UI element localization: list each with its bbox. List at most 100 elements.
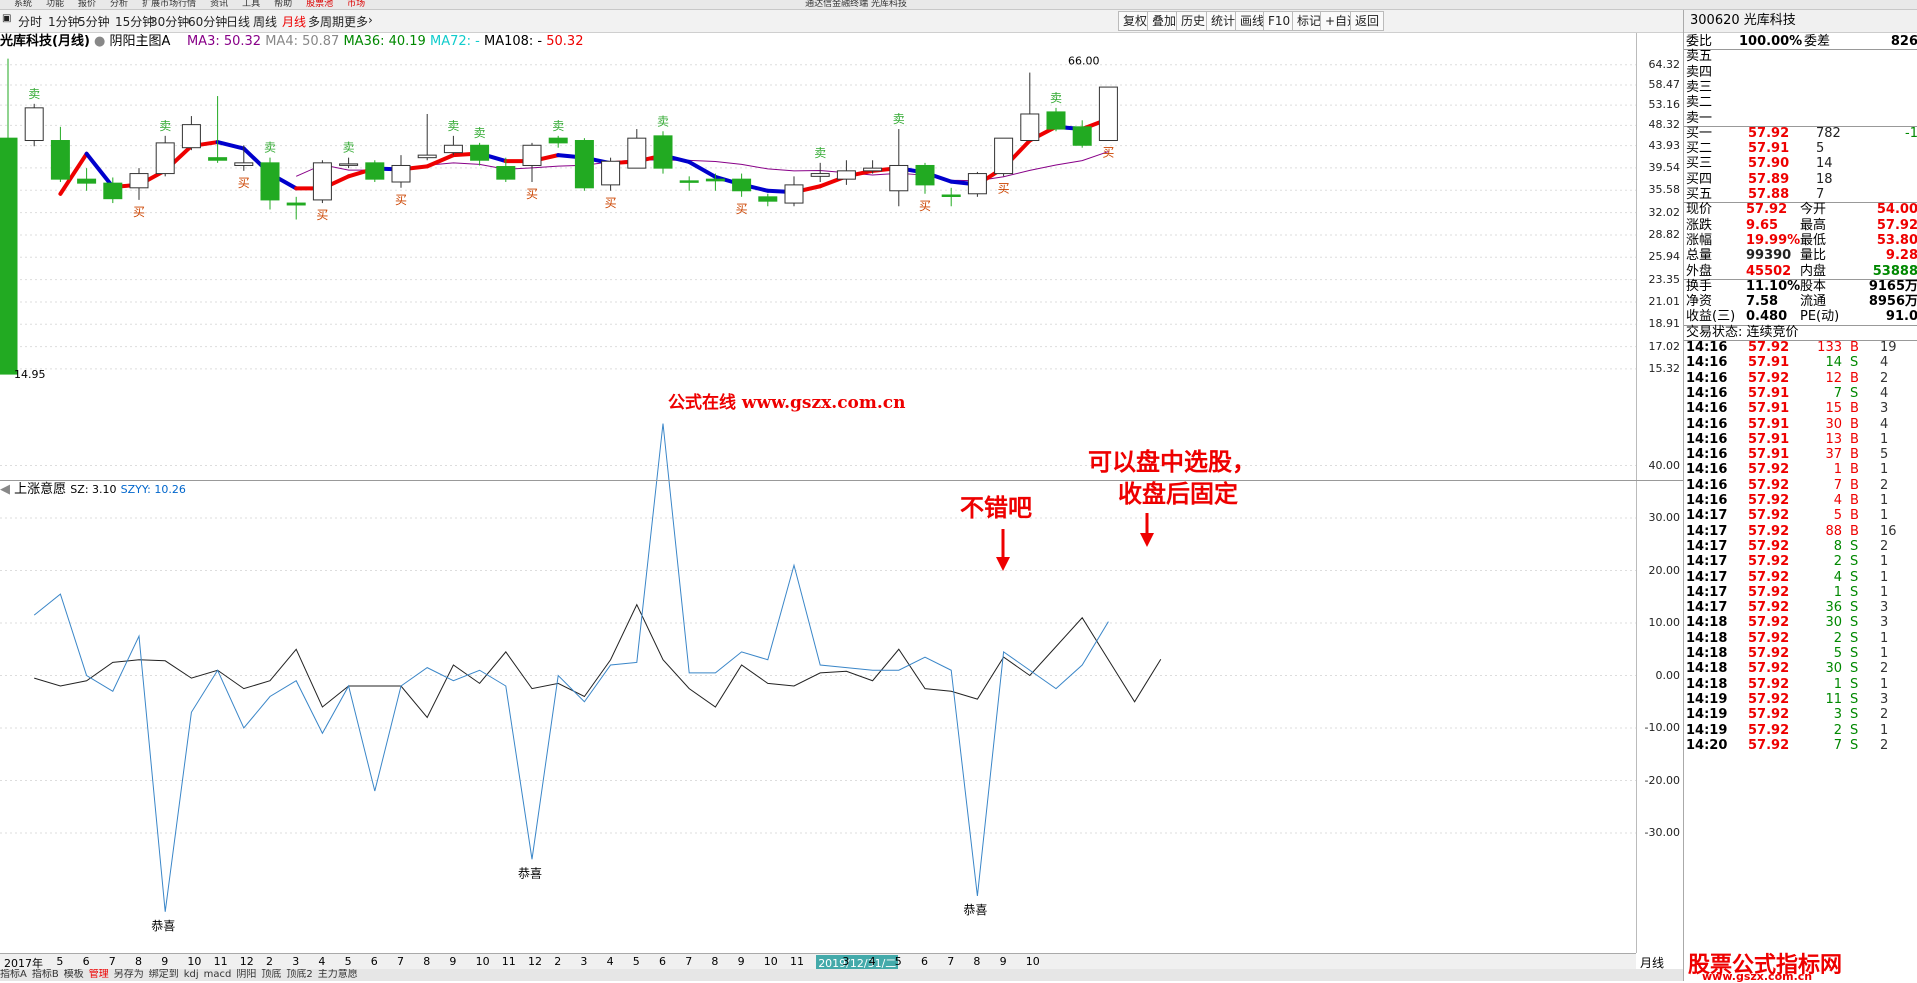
bottom-tab[interactable]: 主力意愿 <box>317 969 358 980</box>
top-menu-item[interactable]: 扩展市场行情 <box>142 0 197 9</box>
candle[interactable] <box>967 171 987 197</box>
period-tab[interactable]: 15分钟 <box>115 15 155 29</box>
good-annotation: 不错吧 <box>960 493 1032 522</box>
candle[interactable] <box>365 160 385 182</box>
price-tick-label: 64.32 <box>1648 57 1681 71</box>
candle[interactable] <box>208 96 228 163</box>
candle[interactable] <box>574 138 594 191</box>
candle[interactable] <box>24 103 44 147</box>
period-tab[interactable]: 5分钟 <box>78 15 110 29</box>
candle[interactable] <box>915 162 935 194</box>
candle[interactable] <box>417 113 437 161</box>
candle[interactable] <box>863 160 883 174</box>
price-chart-plot[interactable]: 买买买买 买买买买买买卖卖卖 卖卖卖卖 卖卖卖卖66.0014.95恭喜恭喜恭喜 <box>0 33 1636 953</box>
candle[interactable] <box>155 135 175 177</box>
chart-action-button[interactable]: F10 <box>1263 11 1296 31</box>
chart-action-button[interactable]: 返回 <box>1350 11 1385 31</box>
sell-level-label: 卖五 <box>1686 49 1713 65</box>
top-menu-item[interactable]: 市场 <box>347 0 366 9</box>
candle[interactable] <box>260 157 280 210</box>
candle[interactable] <box>522 142 542 182</box>
chart-action-button[interactable]: 统计 <box>1206 11 1241 31</box>
bottom-tab[interactable]: 顶底2 <box>286 969 313 980</box>
period-tab[interactable]: 月线 <box>282 15 307 29</box>
candle[interactable] <box>286 196 306 220</box>
candle[interactable] <box>679 176 699 191</box>
candle[interactable] <box>1098 86 1118 142</box>
candle[interactable] <box>705 173 725 191</box>
top-menu-item[interactable]: 报价 <box>78 0 97 9</box>
candle[interactable] <box>758 193 778 207</box>
toolbar-toggle-icon[interactable]: ▣ <box>2 13 12 24</box>
candle[interactable] <box>994 137 1014 177</box>
bottom-tab[interactable]: kdj <box>183 969 199 980</box>
candle[interactable] <box>889 129 909 207</box>
candle[interactable] <box>627 129 647 169</box>
bottom-tab[interactable]: macd <box>203 969 232 980</box>
candle[interactable] <box>470 142 490 166</box>
sub-indicator-name[interactable]: 上涨意愿 <box>14 482 67 497</box>
period-tab[interactable]: 分时 <box>18 15 43 29</box>
period-tab[interactable]: 多周期 <box>308 15 345 29</box>
candle[interactable] <box>601 157 621 191</box>
bottom-tab[interactable]: 管理 <box>88 969 109 980</box>
chart-action-button[interactable]: 叠加 <box>1147 11 1182 31</box>
chevron-right-icon[interactable]: › <box>368 13 373 27</box>
candle[interactable] <box>181 116 201 151</box>
pane-divider[interactable] <box>0 480 1683 481</box>
period-tab[interactable]: 30分钟 <box>150 15 190 29</box>
sub-dot-icon[interactable]: ◀ <box>0 482 15 497</box>
candle[interactable] <box>941 187 961 207</box>
top-menu-item[interactable]: 资讯 <box>210 0 229 9</box>
candle[interactable] <box>77 168 97 191</box>
candle[interactable] <box>312 160 332 204</box>
bottom-tab[interactable]: 阴阳 <box>236 969 257 980</box>
chart-action-button[interactable]: 标记 <box>1292 11 1327 31</box>
candle[interactable] <box>496 157 516 182</box>
candle[interactable] <box>653 131 673 174</box>
candle[interactable] <box>50 126 70 182</box>
candle[interactable] <box>103 177 123 204</box>
candle[interactable] <box>391 155 411 188</box>
candle[interactable] <box>234 145 254 171</box>
bottom-tab[interactable]: 绑定到 <box>148 969 179 980</box>
period-tab[interactable]: 更多 <box>344 15 369 29</box>
chart-action-button[interactable]: 画线 <box>1235 11 1270 31</box>
quote-row: 买一 57.92 782 -1 <box>1684 125 1917 143</box>
bottom-tab[interactable]: 指标A <box>0 969 27 980</box>
top-menu-item[interactable]: 系统 <box>14 0 33 9</box>
candle[interactable] <box>836 160 856 185</box>
indicator-name[interactable]: 阴阳主图A <box>109 34 171 49</box>
bottom-tab[interactable]: 顶底 <box>261 969 282 980</box>
period-tab[interactable]: 周线 <box>253 15 278 29</box>
top-menu-item[interactable]: 分析 <box>110 0 129 9</box>
top-menu-item[interactable]: 帮助 <box>274 0 293 9</box>
tick-volume: 36 <box>1825 600 1842 616</box>
period-label[interactable]: 月线 <box>1640 956 1665 970</box>
period-tab[interactable]: 1分钟 <box>48 15 80 29</box>
candle[interactable] <box>810 162 830 182</box>
candle[interactable] <box>548 135 568 148</box>
sub-tick-label: 20.00 <box>1648 563 1681 577</box>
candle[interactable] <box>784 176 804 207</box>
period-tab[interactable]: 日线 <box>226 15 251 29</box>
candle[interactable] <box>129 168 149 200</box>
bottom-tab[interactable]: 指标B <box>31 969 59 980</box>
candle[interactable] <box>0 58 18 375</box>
top-menu-item[interactable]: 股票池 <box>306 0 334 9</box>
candle[interactable] <box>1072 120 1092 148</box>
candle[interactable] <box>443 135 463 156</box>
period-tab[interactable]: 60分钟 <box>188 15 228 29</box>
indicator-dot-icon[interactable]: ● <box>94 34 106 49</box>
quote-row: 14:19 57.92 3 S 2 <box>1684 706 1917 724</box>
bottom-tab[interactable]: 模板 <box>63 969 84 980</box>
candle[interactable] <box>339 157 359 169</box>
bottom-tab[interactable]: 另存为 <box>113 969 144 980</box>
candle[interactable] <box>732 173 752 197</box>
candle[interactable] <box>1046 107 1066 132</box>
chart-action-button[interactable]: 历史 <box>1176 11 1211 31</box>
top-menu-item[interactable]: 功能 <box>46 0 65 9</box>
price-tick-label: 18.91 <box>1648 317 1681 331</box>
top-menu-item[interactable]: 工具 <box>242 0 261 9</box>
candle[interactable] <box>1020 72 1040 142</box>
